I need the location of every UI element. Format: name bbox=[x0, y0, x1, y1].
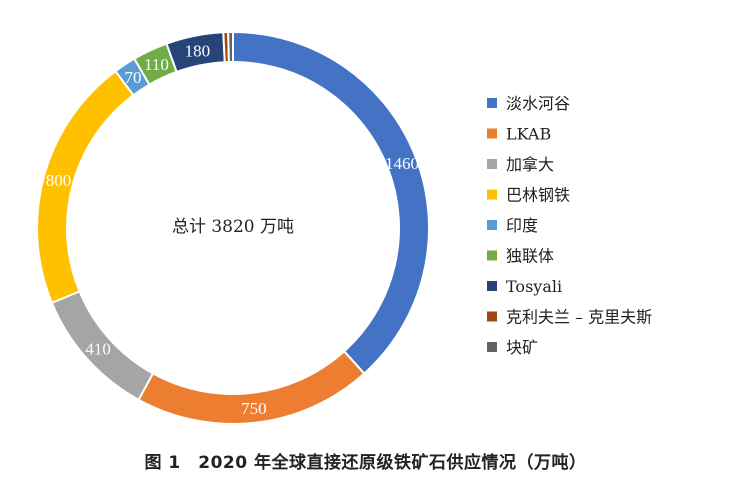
legend-label-2: 加拿大 bbox=[506, 155, 554, 174]
legend-swatch-8 bbox=[487, 342, 497, 352]
legend-swatch-0 bbox=[487, 98, 497, 108]
legend-label-5: 独联体 bbox=[506, 247, 554, 266]
legend-swatch-1 bbox=[487, 128, 497, 139]
slice-label-3: 800 bbox=[46, 171, 72, 190]
legend-swatch-5 bbox=[487, 250, 497, 261]
slice-0 bbox=[232, 30, 430, 375]
legend-swatch-2 bbox=[487, 159, 497, 169]
legend-label-1: LKAB bbox=[506, 125, 551, 144]
slice-label-2: 410 bbox=[85, 340, 111, 359]
legend-swatch-6 bbox=[487, 281, 497, 291]
slice-8 bbox=[227, 30, 234, 64]
legend-label-7: 克利夫兰 – 克里夫斯 bbox=[506, 308, 652, 327]
legend-label-0: 淡水河谷 bbox=[506, 94, 570, 113]
slice-label-0: 1460 bbox=[385, 154, 419, 173]
slice-label-4: 70 bbox=[124, 68, 141, 87]
slice-label-1: 750 bbox=[241, 399, 267, 418]
figure-caption: 图 1 2020 年全球直接还原级铁矿石供应情况（万吨） bbox=[144, 453, 587, 473]
legend-swatch-3 bbox=[487, 189, 497, 200]
legend-label-8: 块矿 bbox=[506, 338, 538, 357]
legend-label-3: 巴林钢铁 bbox=[506, 186, 570, 205]
slice-label-5: 110 bbox=[144, 55, 169, 74]
legend-label-6: Tosyali bbox=[506, 277, 562, 296]
legend-label-4: 印度 bbox=[506, 216, 538, 235]
legend-swatch-7 bbox=[487, 311, 497, 322]
donut-slices bbox=[36, 30, 430, 425]
slice-label-6: 180 bbox=[185, 42, 211, 61]
center-total-label: 总计 3820 万吨 bbox=[172, 217, 294, 237]
legend-swatch-4 bbox=[487, 220, 497, 230]
